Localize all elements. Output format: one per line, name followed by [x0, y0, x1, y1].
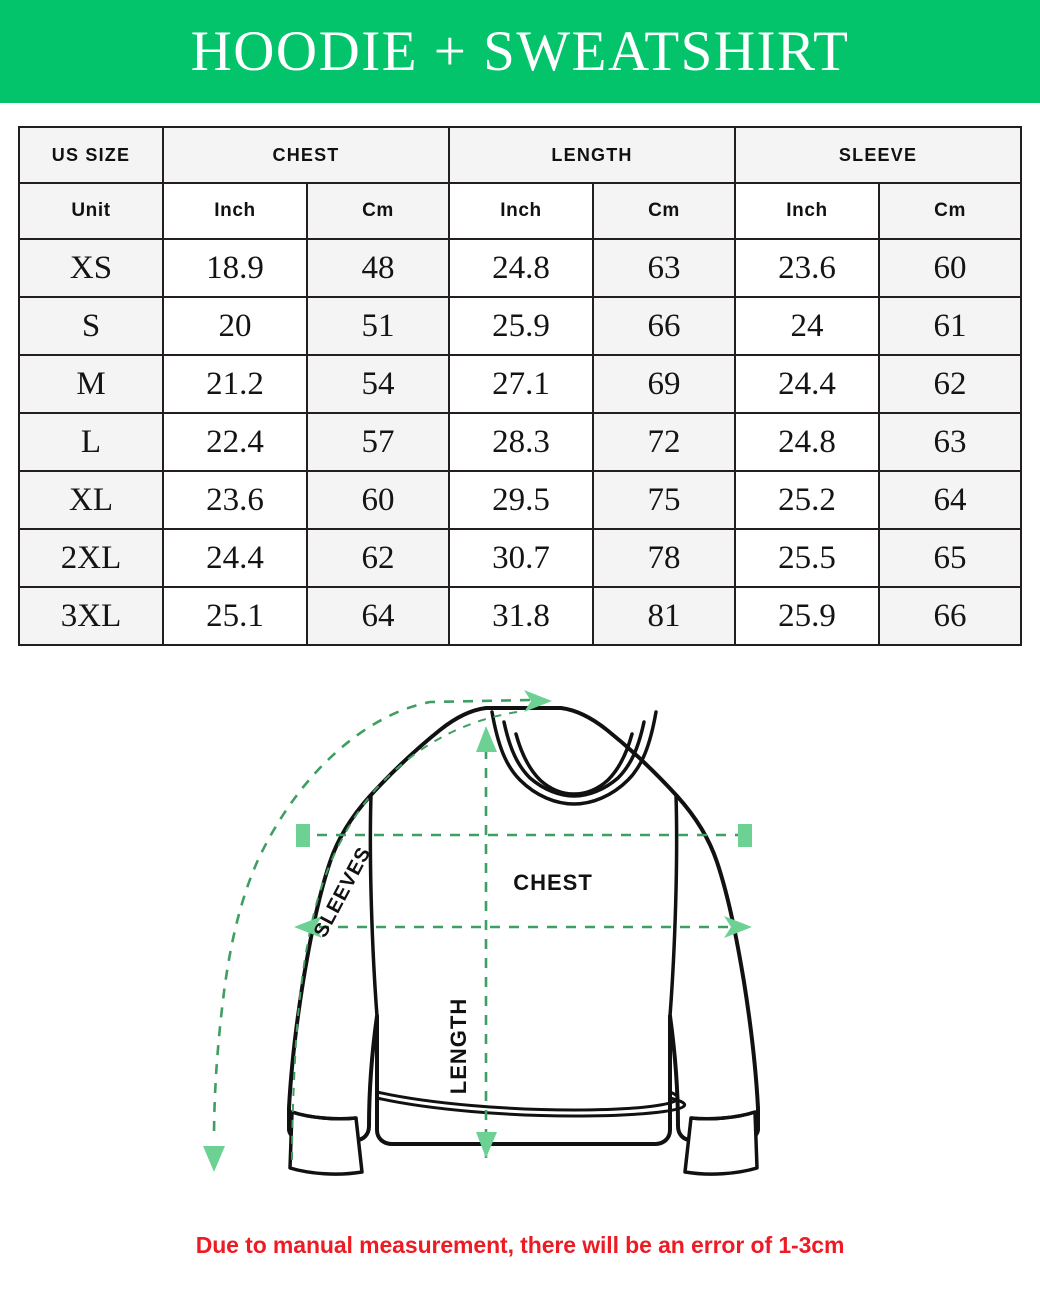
table-group-header-row: US SIZE CHEST LENGTH SLEEVE: [18, 126, 1023, 184]
row-size-label: 3XL: [18, 586, 164, 646]
sleeve-seam-icon: [368, 794, 679, 1017]
cell-sleeve-inch: 25.2: [734, 470, 881, 530]
table-row: 3XL 25.1 64 31.8 81 25.9 66: [18, 586, 1023, 646]
cell-sleeve-inch: 24.8: [734, 412, 881, 472]
shoulder-arrow-left: [296, 824, 310, 847]
cell-chest-inch: 20: [162, 296, 308, 356]
cell-length-cm: 72: [592, 412, 737, 472]
cell-length-inch: 30.7: [448, 528, 595, 588]
row-size-label: L: [18, 412, 164, 472]
cell-length-inch: 28.3: [448, 412, 595, 472]
length-arrow-bottom: [476, 1132, 497, 1158]
cell-length-inch: 24.8: [448, 238, 595, 298]
cell-sleeve-cm: 62: [878, 354, 1023, 414]
sleeve-arrow-bottom: [203, 1146, 225, 1172]
cell-length-inch: 31.8: [448, 586, 595, 646]
cell-chest-inch: 21.2: [162, 354, 308, 414]
measurement-guides: [212, 698, 750, 1161]
cell-sleeve-inch: 24.4: [734, 354, 881, 414]
right-cuff-icon: [683, 1110, 759, 1176]
cell-sleeve-cm: 64: [878, 470, 1023, 530]
measurement-arrowheads: [203, 690, 752, 1172]
row-size-label: S: [18, 296, 164, 356]
cell-length-inch: 29.5: [448, 470, 595, 530]
cell-chest-cm: 51: [305, 296, 451, 356]
cell-sleeve-cm: 65: [878, 528, 1023, 588]
header-us-size: US SIZE: [18, 126, 164, 184]
length-label: LENGTH: [446, 998, 471, 1094]
cell-chest-inch: 23.6: [162, 470, 308, 530]
left-cuff-icon: [288, 1110, 364, 1176]
chest-arrow-left: [294, 916, 322, 938]
cell-length-cm: 63: [592, 238, 737, 298]
table-row: S 20 51 25.9 66 24 61: [18, 296, 1023, 356]
cell-sleeve-cm: 61: [878, 296, 1023, 356]
cell-length-inch: 25.9: [448, 296, 595, 356]
cell-chest-cm: 64: [305, 586, 451, 646]
row-size-label: XS: [18, 238, 164, 298]
sleeve-guide-line: [212, 698, 531, 1141]
cell-sleeve-cm: 66: [878, 586, 1023, 646]
sweatshirt-outline-icon: [287, 706, 760, 1146]
cell-chest-cm: 62: [305, 528, 451, 588]
table-row: M 21.2 54 27.1 69 24.4 62: [18, 354, 1023, 414]
row-size-label: M: [18, 354, 164, 414]
header-length-cm: Cm: [592, 182, 737, 240]
cell-chest-inch: 18.9: [162, 238, 308, 298]
size-chart-table: US SIZE CHEST LENGTH SLEEVE Unit Inch Cm…: [18, 126, 1023, 646]
cell-chest-cm: 54: [305, 354, 451, 414]
cell-length-cm: 69: [592, 354, 737, 414]
header-chest: CHEST: [161, 126, 451, 184]
table-row: XS 18.9 48 24.8 63 23.6 60: [18, 238, 1023, 298]
sleeve-arrow-top: [524, 690, 552, 712]
header-sleeve-cm: Cm: [878, 182, 1023, 240]
length-arrow-top: [476, 726, 497, 752]
cell-sleeve-inch: 24: [734, 296, 881, 356]
size-chart-table-wrapper: US SIZE CHEST LENGTH SLEEVE Unit Inch Cm…: [18, 126, 1023, 646]
cell-chest-inch: 25.1: [162, 586, 308, 646]
cell-sleeve-inch: 25.5: [734, 528, 881, 588]
table-unit-header-row: Unit Inch Cm Inch Cm Inch Cm: [18, 182, 1023, 240]
shoulder-arrow-right: [738, 824, 752, 847]
cell-chest-inch: 24.4: [162, 528, 308, 588]
table-body: XS 18.9 48 24.8 63 23.6 60 S 20 51 25.9 …: [18, 238, 1023, 646]
garment-measurement-diagram: CHEST LENGTH SLEEVES: [0, 660, 1040, 1240]
chest-label: CHEST: [513, 870, 593, 895]
table-header: US SIZE CHEST LENGTH SLEEVE Unit Inch Cm…: [18, 126, 1023, 240]
header-sleeve-inch: Inch: [734, 182, 881, 240]
table-row: 2XL 24.4 62 30.7 78 25.5 65: [18, 528, 1023, 588]
header-length: LENGTH: [448, 126, 737, 184]
table-row: XL 23.6 60 29.5 75 25.2 64: [18, 470, 1023, 530]
collar-ribs-icon: [490, 710, 658, 806]
cell-length-cm: 78: [592, 528, 737, 588]
table-row: L 22.4 57 28.3 72 24.8 63: [18, 412, 1023, 472]
cell-sleeve-inch: 25.9: [734, 586, 881, 646]
header-sleeve: SLEEVE: [734, 126, 1023, 184]
page-title: HOODIE + SWEATSHIRT: [190, 20, 850, 83]
cell-sleeve-inch: 23.6: [734, 238, 881, 298]
row-size-label: 2XL: [18, 528, 164, 588]
cell-sleeve-cm: 60: [878, 238, 1023, 298]
cell-chest-inch: 22.4: [162, 412, 308, 472]
waistband-icon: [376, 1090, 687, 1118]
cell-sleeve-cm: 63: [878, 412, 1023, 472]
chest-arrow-right: [724, 916, 752, 938]
header-chest-inch: Inch: [162, 182, 308, 240]
header-unit: Unit: [18, 182, 164, 240]
row-size-label: XL: [18, 470, 164, 530]
measurement-disclaimer: Due to manual measurement, there will be…: [195, 1232, 845, 1258]
header-banner: HOODIE + SWEATSHIRT: [0, 0, 1040, 103]
cell-length-cm: 81: [592, 586, 737, 646]
cell-chest-cm: 57: [305, 412, 451, 472]
cell-length-cm: 66: [592, 296, 737, 356]
cell-length-inch: 27.1: [448, 354, 595, 414]
header-chest-cm: Cm: [305, 182, 451, 240]
cell-chest-cm: 60: [305, 470, 451, 530]
cell-length-cm: 75: [592, 470, 737, 530]
cell-chest-cm: 48: [305, 238, 451, 298]
header-length-inch: Inch: [448, 182, 595, 240]
sleeve-guide-line-inner: [291, 711, 518, 1161]
